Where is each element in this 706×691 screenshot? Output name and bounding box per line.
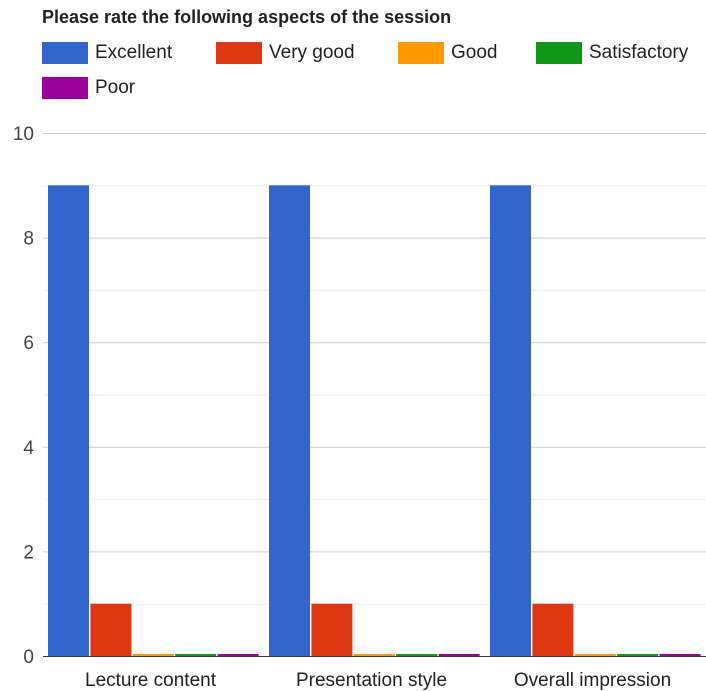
bar: [311, 603, 353, 656]
x-tick-label: Presentation style: [296, 670, 447, 691]
bar: [396, 654, 438, 656]
legend-label-satisfactory: Satisfactory: [589, 42, 689, 63]
bar: [132, 654, 174, 656]
legend-swatch-poor: [42, 77, 88, 99]
bar: [574, 654, 616, 656]
bar: [438, 654, 480, 656]
y-tick-label: 0: [23, 647, 34, 668]
legend-item-excellent[interactable]: Excellent: [42, 40, 172, 66]
bar: [217, 654, 259, 656]
y-tick-label: 4: [23, 438, 34, 459]
legend-item-good[interactable]: Good: [398, 40, 497, 66]
y-tick-label: 8: [23, 229, 34, 250]
bar: [175, 654, 217, 656]
y-tick-label: 6: [23, 333, 34, 354]
bar: [48, 185, 89, 657]
bar: [532, 603, 574, 656]
legend-item-poor[interactable]: Poor: [42, 75, 135, 101]
legend-item-satisfactory[interactable]: Satisfactory: [536, 40, 688, 66]
legend-swatch-good: [398, 42, 444, 64]
bar: [490, 185, 531, 657]
legend-label-excellent: Excellent: [95, 42, 173, 63]
legend-swatch-satisfactory: [536, 42, 582, 64]
legend: Excellent Very good Good Satisfactory Po…: [42, 40, 706, 106]
x-tick-label: Lecture content: [85, 670, 217, 691]
bar: [353, 654, 395, 656]
legend-swatch-excellent: [42, 42, 88, 64]
legend-label-poor: Poor: [95, 77, 136, 98]
bar: [90, 603, 132, 656]
legend-item-very-good[interactable]: Very good: [216, 40, 355, 66]
bar: [617, 654, 659, 656]
bar: [269, 185, 310, 657]
x-tick-label: Overall impression: [514, 670, 671, 691]
y-tick-label: 2: [23, 542, 34, 563]
bar: [659, 654, 701, 656]
y-tick-label: 10: [13, 124, 34, 145]
chart-title: Please rate the following aspects of the…: [42, 7, 452, 27]
legend-label-very-good: Very good: [269, 42, 355, 63]
legend-label-good: Good: [451, 42, 498, 63]
legend-swatch-very-good: [216, 42, 262, 64]
